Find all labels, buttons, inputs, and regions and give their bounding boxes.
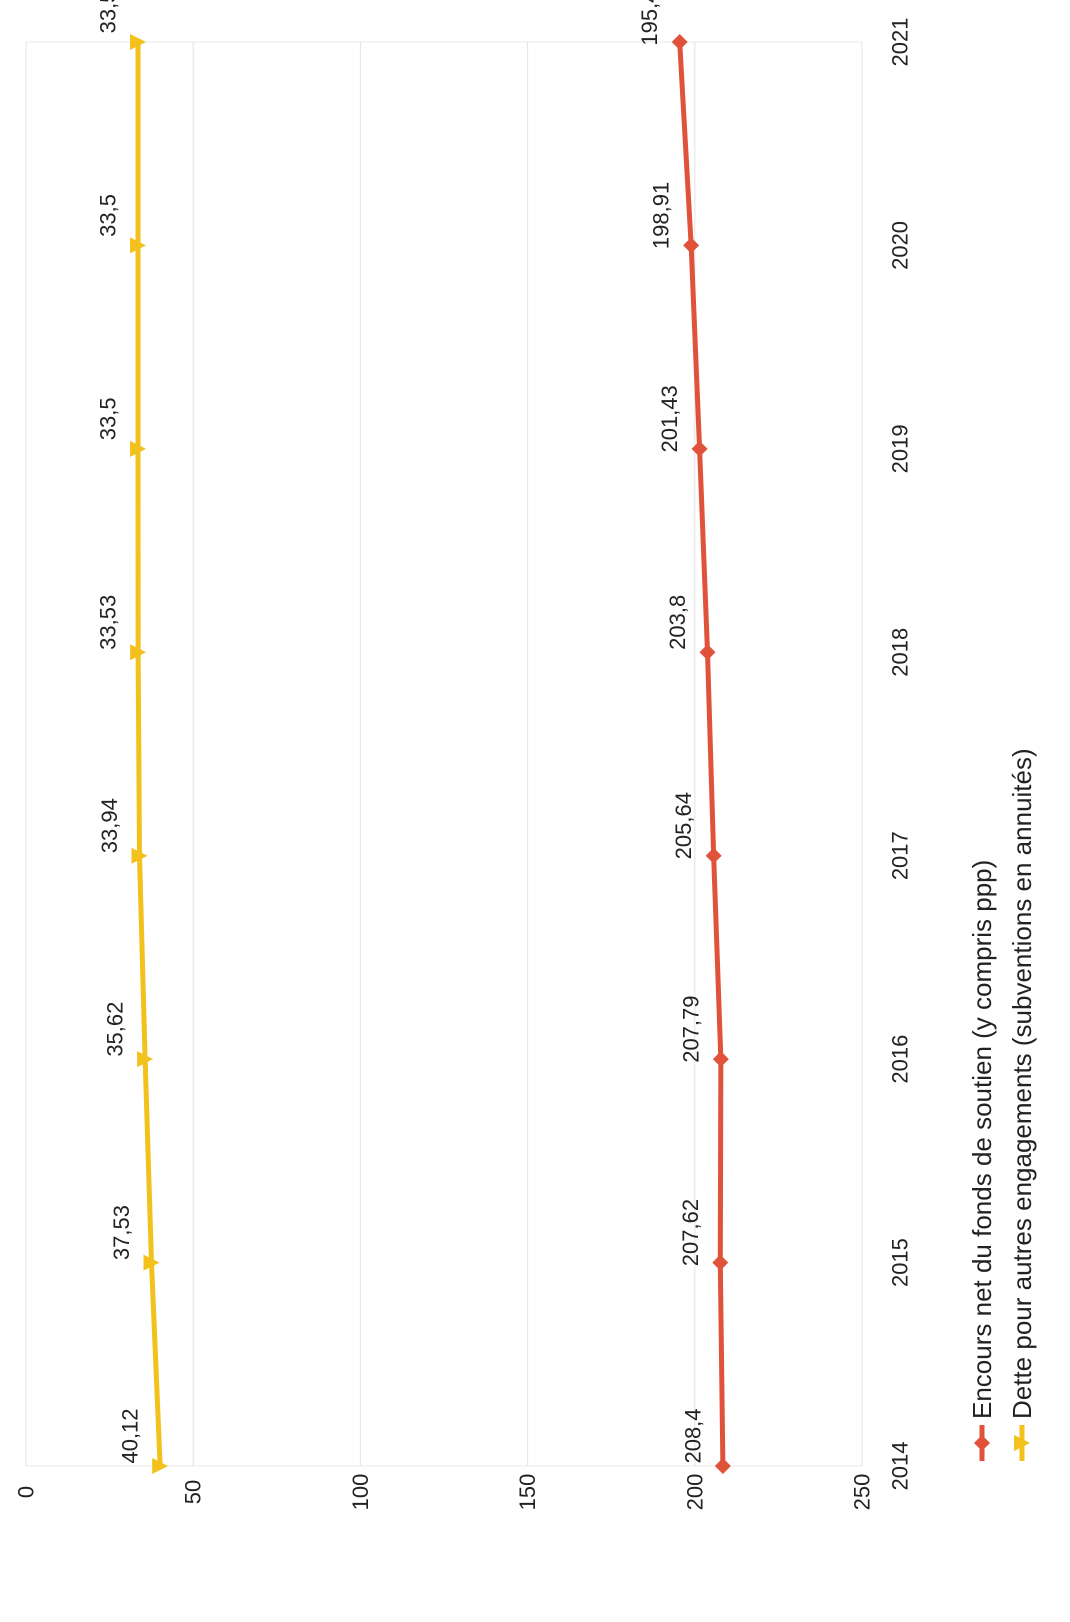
- legend-label: Dette pour autres engagements (subventio…: [1007, 748, 1037, 1419]
- y-tick-label: 50: [181, 1480, 206, 1504]
- data-label: 207,62: [678, 1199, 703, 1266]
- data-point-marker: [705, 847, 722, 864]
- data-point-marker: [137, 1051, 154, 1068]
- data-label: 207,79: [678, 995, 703, 1062]
- data-label: 208,4: [680, 1408, 705, 1463]
- series-line: [135, 42, 163, 1467]
- data-point-marker: [131, 847, 148, 864]
- y-tick-label: 0: [14, 1486, 39, 1498]
- y-tick-label: 200: [682, 1474, 707, 1511]
- y-tick-label: 150: [515, 1474, 540, 1511]
- data-label: 198,91: [649, 182, 674, 249]
- x-tick-label: 2014: [888, 1442, 913, 1491]
- x-tick-label: 2018: [888, 628, 913, 677]
- legend: Encours net du fonds de soutien (y compr…: [967, 748, 1037, 1461]
- data-label: 203,8: [665, 595, 690, 650]
- data-label: 205,64: [671, 792, 696, 859]
- data-point-marker: [712, 1254, 729, 1271]
- data-point-marker: [714, 1458, 731, 1474]
- data-point-marker: [671, 34, 688, 50]
- x-tick-label: 2016: [888, 1035, 913, 1084]
- legend-marker: [1014, 1435, 1030, 1451]
- x-tick-label: 2021: [888, 18, 913, 67]
- data-point-marker: [691, 440, 708, 457]
- data-point-marker: [130, 440, 147, 457]
- x-axis-ticks: 2014 2015 2016 2017 2018 2019 2020 2021: [888, 18, 913, 1491]
- data-point-marker: [699, 644, 716, 661]
- data-point-marker: [712, 1051, 729, 1068]
- data-label: 37,53: [109, 1205, 134, 1260]
- data-point-marker: [143, 1254, 160, 1271]
- data-label: 35,62: [103, 1002, 128, 1057]
- x-tick-label: 2017: [888, 831, 913, 880]
- data-label: 33,94: [97, 798, 122, 853]
- y-tick-label: 100: [348, 1474, 373, 1511]
- legend-label: Encours net du fonds de soutien (y compr…: [967, 860, 997, 1419]
- data-label: 33,5: [96, 194, 121, 237]
- y-axis-ticks: 0 50 100 150 200 250: [14, 1474, 875, 1511]
- legend-marker: [974, 1435, 990, 1451]
- data-point-marker: [152, 1458, 169, 1474]
- data-point-marker: [683, 237, 700, 254]
- series-line: [677, 41, 726, 1467]
- x-tick-label: 2019: [888, 424, 913, 473]
- y-tick-label: 250: [850, 1474, 875, 1511]
- data-point-marker: [130, 34, 147, 50]
- data-label: 201,43: [657, 385, 682, 452]
- x-tick-label: 2020: [888, 221, 913, 270]
- data-label: 33,5: [96, 0, 121, 33]
- data-label: 40,12: [118, 1408, 143, 1463]
- data-point-marker: [130, 237, 147, 254]
- data-label: 33,5: [96, 397, 121, 440]
- data-label: 33,53: [96, 595, 121, 650]
- x-tick-label: 2015: [888, 1238, 913, 1287]
- data-point-marker: [130, 644, 147, 661]
- data-label: 195,48: [637, 0, 662, 46]
- series-group: 208,4 207,62 207,79 205,64 203,8 201,43 198,91…: [96, 0, 731, 1474]
